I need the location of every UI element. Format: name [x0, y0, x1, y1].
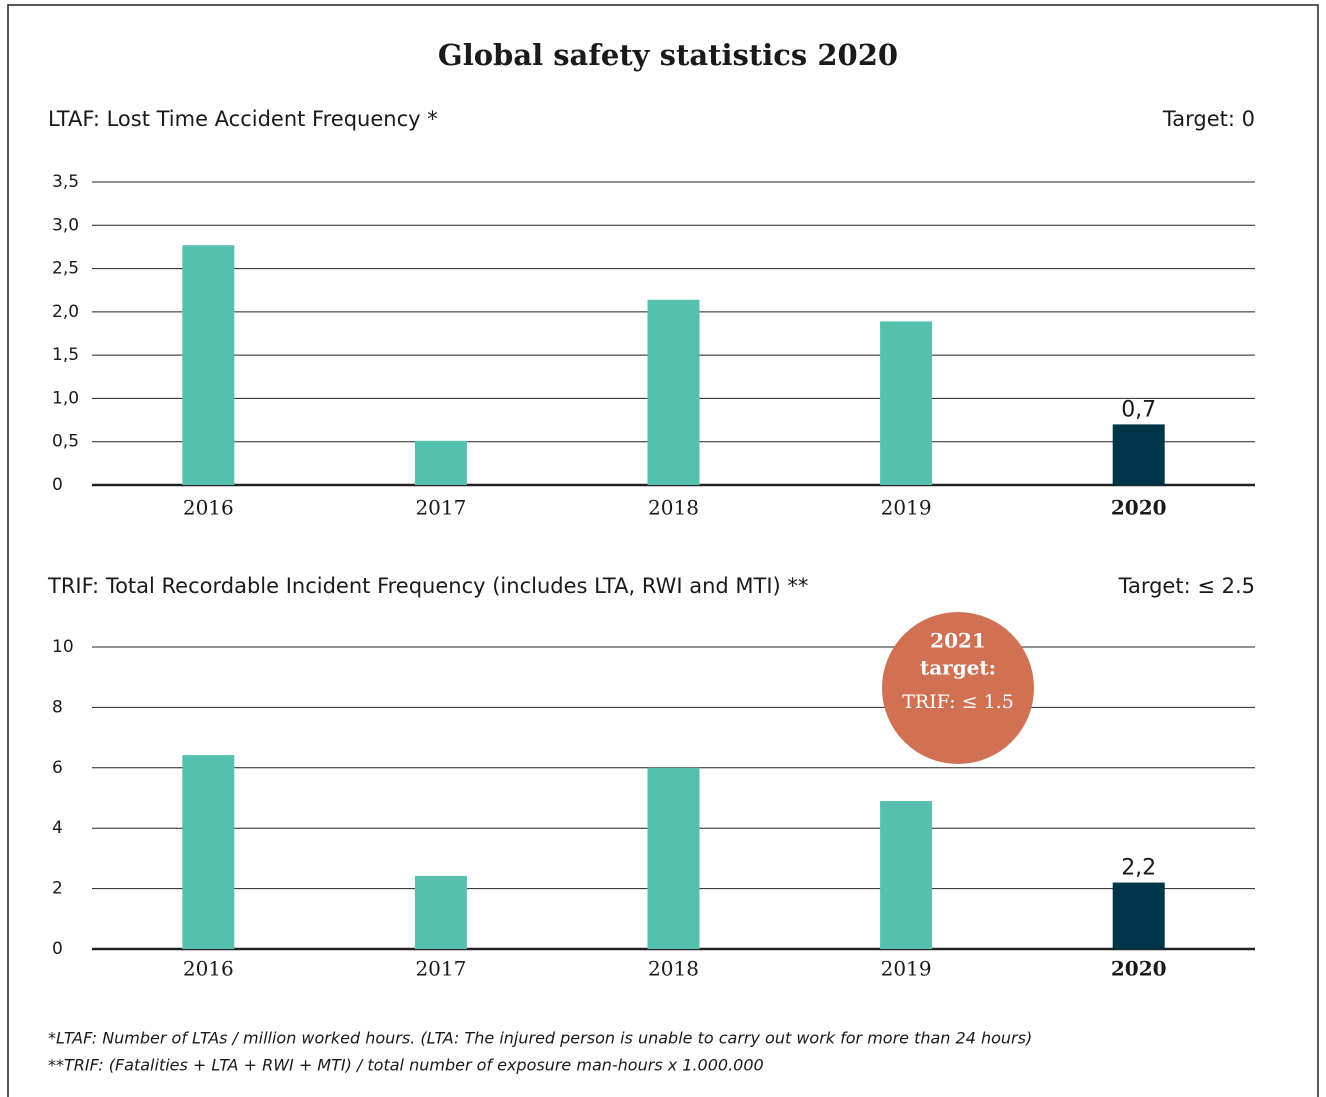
value-label: 2,2: [1121, 856, 1156, 881]
frame: [7, 4, 1319, 1097]
y-tick-label: 4: [52, 818, 63, 838]
bar: [182, 755, 235, 949]
target-badge: [882, 612, 1034, 764]
y-tick-label: 6: [52, 758, 63, 778]
y-tick-label: 0: [52, 939, 63, 959]
y-tick-label: 1,5: [52, 345, 79, 365]
footnote: **TRIF: (Fatalities + LTA + RWI + MTI) /…: [48, 1056, 764, 1075]
y-tick-label: 3,5: [52, 172, 79, 192]
x-tick-label: 2016: [183, 496, 234, 520]
x-tick-label: 2018: [648, 957, 699, 981]
x-tick-label: 2019: [881, 496, 932, 520]
x-tick-label: 2020: [1111, 496, 1167, 520]
x-tick-label: 2017: [415, 496, 466, 520]
y-tick-label: 2,0: [52, 302, 79, 322]
y-tick-label: 8: [52, 697, 63, 717]
target-annotation: Target: 0: [1162, 107, 1255, 131]
footnote: *LTAF: Number of LTAs / million worked h…: [48, 1029, 1032, 1048]
bar: [647, 767, 700, 949]
y-tick-label: 0,5: [52, 432, 79, 452]
badge-text: 2021: [930, 629, 986, 653]
x-tick-label: 2019: [881, 957, 932, 981]
x-tick-label: 2018: [648, 496, 699, 520]
bar: [182, 245, 235, 485]
value-label: 0,7: [1121, 397, 1156, 422]
y-tick-label: 3,0: [52, 215, 79, 235]
bar: [880, 801, 933, 949]
bar: [1112, 882, 1165, 949]
y-tick-label: 10: [52, 637, 74, 657]
x-tick-label: 2017: [415, 957, 466, 981]
x-tick-label: 2020: [1111, 957, 1167, 981]
chart-subtitle: TRIF: Total Recordable Incident Frequenc…: [47, 574, 808, 598]
page-title: Global safety statistics 2020: [438, 38, 898, 72]
badge-text: target:: [920, 656, 996, 680]
bar: [414, 875, 467, 949]
bar: [880, 321, 933, 485]
target-annotation: Target: ≤ 2.5: [1118, 574, 1255, 598]
chart-subtitle: LTAF: Lost Time Accident Frequency *: [48, 107, 438, 131]
y-tick-label: 1,0: [52, 388, 79, 408]
bar: [1112, 424, 1165, 485]
y-tick-label: 2: [52, 879, 63, 899]
badge-text: TRIF: ≤ 1.5: [902, 691, 1014, 713]
x-tick-label: 2016: [183, 957, 234, 981]
y-tick-label: 2,5: [52, 259, 79, 279]
bar: [414, 440, 467, 485]
bar: [647, 299, 700, 485]
y-tick-label: 0: [52, 475, 63, 495]
